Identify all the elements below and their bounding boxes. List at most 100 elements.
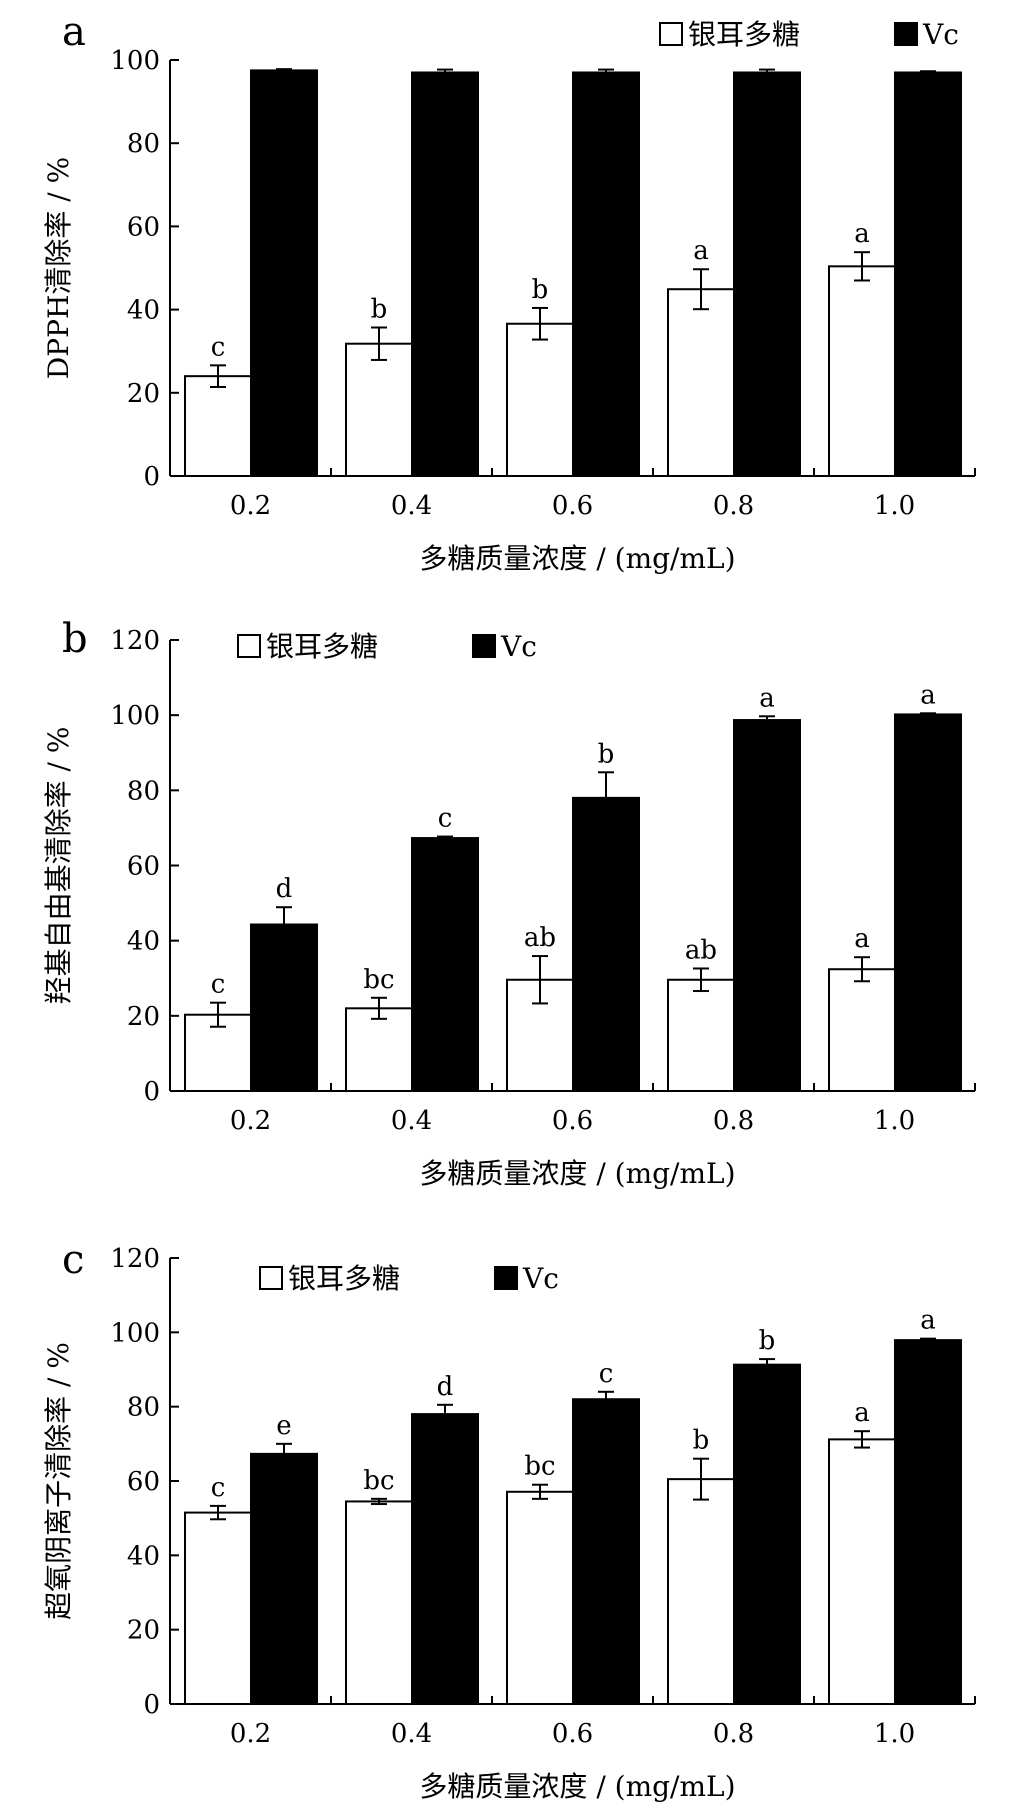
legend-swatch-polysaccharide <box>259 1266 283 1290</box>
y-tick-label: 100 <box>110 701 160 731</box>
legend-label-polysaccharide: 银耳多糖 <box>288 1262 400 1295</box>
legend-swatch-vc <box>472 634 496 658</box>
chart-panel-b: b 0 20 40 60 80 100 120 0.2 0.4 0.6 0.8 1.0 多糖质量浓度 / … <box>42 616 976 1190</box>
x-axis-title: 多糖质量浓度 / (mg/mL) <box>419 542 735 575</box>
significance-letter: e <box>276 1411 291 1441</box>
y-tick-label: 20 <box>127 1002 160 1032</box>
bar-vc <box>572 1398 640 1705</box>
bar-vc <box>411 837 479 1092</box>
significance-letter: b <box>598 739 615 769</box>
x-tick-label: 0.8 <box>713 1106 754 1136</box>
y-tick-label: 40 <box>127 296 160 326</box>
y-tick-label: 20 <box>127 379 160 409</box>
bar-vc <box>250 923 318 1093</box>
significance-letter: b <box>693 1426 710 1456</box>
bar-vc <box>411 1413 479 1705</box>
x-axis-title: 多糖质量浓度 / (mg/mL) <box>419 1770 735 1803</box>
x-tick-label: 0.4 <box>391 1719 432 1749</box>
y-tick-label: 60 <box>127 1467 160 1497</box>
significance-letter: a <box>759 683 775 713</box>
x-tick-label: 0.6 <box>552 1106 593 1136</box>
significance-letter: d <box>276 874 293 904</box>
bar-vc <box>894 713 962 1092</box>
y-tick-label: 80 <box>127 1393 160 1423</box>
x-tick-label: 0.8 <box>713 1719 754 1749</box>
significance-letter: a <box>920 1306 936 1336</box>
y-tick-label: 80 <box>127 776 160 806</box>
bar-polysaccharide <box>506 322 574 477</box>
bar-vc <box>250 69 318 478</box>
significance-letter: c <box>599 1359 614 1389</box>
significance-letter: b <box>759 1326 776 1356</box>
significance-letter: c <box>211 1473 226 1503</box>
bar-vc <box>250 1452 318 1705</box>
y-tick-label: 0 <box>143 1690 160 1720</box>
y-tick-label: 60 <box>127 212 160 242</box>
x-tick-label: 0.2 <box>230 1106 271 1136</box>
chart-panel-a: a 0 20 40 60 80 100 0.2 0.4 0.6 0.8 1.0 多糖质量浓度 / (mg… <box>42 9 976 575</box>
x-tick-label: 0.8 <box>713 491 754 521</box>
y-axis-title: 羟基自由基清除率 / % <box>42 727 75 1005</box>
y-tick-label: 20 <box>127 1616 160 1646</box>
y-tick-label: 120 <box>110 626 160 656</box>
y-axis-title: 超氧阴离子清除率 / % <box>42 1342 75 1620</box>
bar-vc <box>572 71 640 477</box>
y-tick-label: 40 <box>127 927 160 957</box>
x-axis-title: 多糖质量浓度 / (mg/mL) <box>419 1157 735 1190</box>
bar-polysaccharide <box>345 342 413 477</box>
y-tick-label: 100 <box>110 1318 160 1348</box>
bar-polysaccharide <box>828 265 896 477</box>
x-tick-label: 0.4 <box>391 1106 432 1136</box>
legend-label-vc: Vc <box>500 630 537 663</box>
legend-label-vc: Vc <box>922 18 959 51</box>
bar-polysaccharide <box>506 1490 574 1705</box>
bar-polysaccharide <box>345 1007 413 1092</box>
bar-polysaccharide <box>506 978 574 1093</box>
bar-polysaccharide <box>667 1478 735 1706</box>
x-tick-label: 1.0 <box>874 1719 915 1749</box>
x-tick-label: 1.0 <box>874 1106 915 1136</box>
legend-swatch-polysaccharide <box>659 22 683 46</box>
bar-polysaccharide <box>667 288 735 477</box>
significance-letter: ab <box>685 935 717 965</box>
y-tick-label: 120 <box>110 1244 160 1274</box>
bar-vc <box>894 71 962 477</box>
x-tick-label: 0.6 <box>552 491 593 521</box>
significance-letter: a <box>693 236 709 266</box>
x-tick-label: 0.2 <box>230 1719 271 1749</box>
significance-letter: a <box>854 219 870 249</box>
significance-letter: c <box>211 332 226 362</box>
x-tick-label: 0.2 <box>230 491 271 521</box>
bar-vc <box>733 71 801 477</box>
bar-vc <box>733 719 801 1092</box>
significance-letter: d <box>437 1372 454 1402</box>
y-tick-label: 0 <box>143 1077 160 1107</box>
chart-panel-c: c 0 20 40 60 80 100 120 0.2 0.4 0.6 0.8 1.0 多糖质量浓度 / … <box>42 1237 976 1803</box>
bar-vc <box>733 1363 801 1705</box>
bar-polysaccharide <box>345 1500 413 1705</box>
bar-vc <box>894 1339 962 1705</box>
significance-letter: b <box>371 294 388 324</box>
bar-vc <box>572 796 640 1092</box>
y-tick-label: 0 <box>143 462 160 492</box>
legend-label-polysaccharide: 银耳多糖 <box>688 18 800 51</box>
bar-polysaccharide <box>184 1511 252 1706</box>
panel-label: b <box>62 616 88 662</box>
bar-polysaccharide <box>667 978 735 1093</box>
legend-label-polysaccharide: 银耳多糖 <box>266 630 378 663</box>
panel-label: a <box>62 9 86 55</box>
legend-swatch-vc <box>894 22 918 46</box>
legend-swatch-polysaccharide <box>237 634 261 658</box>
y-axis-title: DPPH清除率 / % <box>42 157 75 379</box>
significance-letter: bc <box>363 965 394 995</box>
x-tick-label: 1.0 <box>874 491 915 521</box>
significance-letter: c <box>211 970 226 1000</box>
significance-letter: bc <box>363 1466 394 1496</box>
bar-vc <box>411 71 479 477</box>
significance-letter: a <box>854 1398 870 1428</box>
x-tick-label: 0.4 <box>391 491 432 521</box>
bar-polysaccharide <box>828 1438 896 1705</box>
x-tick-label: 0.6 <box>552 1719 593 1749</box>
significance-letter: bc <box>524 1452 555 1482</box>
y-tick-label: 40 <box>127 1541 160 1571</box>
